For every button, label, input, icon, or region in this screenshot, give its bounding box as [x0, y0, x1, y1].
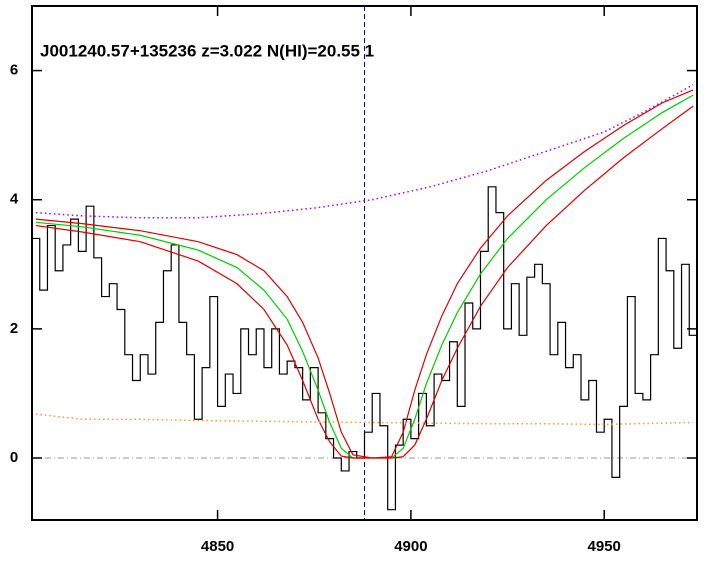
axes: 4850 4900 4950 0 2 4 6 [10, 6, 697, 555]
x-tick-label: 4850 [201, 538, 234, 555]
y-tick-label: 4 [10, 191, 19, 208]
model-line [35, 89, 694, 459]
y-tick-label: 2 [10, 320, 18, 337]
frame [31, 5, 698, 521]
model-line [35, 84, 694, 219]
y-tick-label: 6 [10, 62, 18, 79]
flux-line [32, 186, 697, 511]
model-line [35, 105, 694, 459]
x-tick-label: 4900 [394, 538, 427, 555]
y-tick-label: 0 [10, 449, 18, 466]
x-tick-label: 4950 [588, 538, 621, 555]
model-line [35, 413, 694, 426]
chart-title: J001240.57+135236 z=3.022 N(HI)=20.55 1 [40, 41, 374, 60]
plot-area [32, 6, 697, 520]
